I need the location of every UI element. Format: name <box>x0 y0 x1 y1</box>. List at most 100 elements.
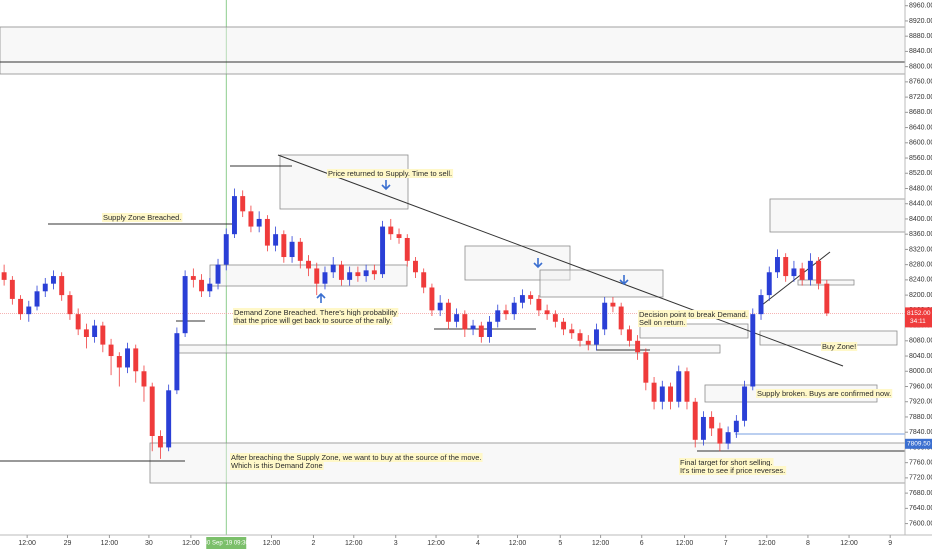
x-tick-label: 12:00 <box>182 540 200 547</box>
candle-body <box>18 298 24 315</box>
annotation: Final target for short selling. <box>680 458 773 467</box>
x-tick-label: 2 <box>312 540 316 547</box>
candle-body <box>544 310 550 315</box>
y-tick-label: 8680.00 <box>909 109 932 116</box>
y-tick-label: 8280.00 <box>909 261 932 268</box>
annotation-bg <box>638 317 687 327</box>
y-tick-label: 8520.00 <box>909 170 932 177</box>
candle-body <box>445 302 451 322</box>
candle-body <box>306 260 311 269</box>
annotation-bg <box>102 212 183 222</box>
candle-body <box>733 420 739 433</box>
arrow <box>533 258 543 269</box>
candle-body <box>141 371 147 387</box>
candle-body <box>125 348 130 368</box>
annotation: that the price will get back to source o… <box>234 316 391 325</box>
candle-body <box>643 352 649 383</box>
annotation: After breaching the Supply Zone, we want… <box>231 453 482 462</box>
candle-body <box>791 268 797 277</box>
candle-body <box>190 276 196 280</box>
annotation-bg <box>679 465 787 475</box>
y-tick-label: 8400.00 <box>909 216 932 223</box>
annotation: Supply Zone Breached. <box>103 213 181 222</box>
annotation: It's time to see if price reverses. <box>680 466 785 475</box>
candle-body <box>297 241 303 261</box>
candle-body <box>92 325 98 337</box>
candle-body <box>281 234 287 258</box>
y-tick-label: 8960.00 <box>909 3 932 10</box>
candle-body <box>807 260 813 280</box>
annotation-bg <box>756 388 893 398</box>
candle-body <box>421 272 427 288</box>
x-tick-label: 30 <box>145 540 153 547</box>
candle-body <box>495 310 501 322</box>
candle-body <box>487 321 492 337</box>
y-tick-label: 7840.00 <box>909 429 932 436</box>
y-tick-label: 8240.00 <box>909 277 932 284</box>
candle-body <box>26 306 32 315</box>
candle-body <box>429 287 435 311</box>
x-tick-label: 8 <box>806 540 810 547</box>
candle-body <box>651 382 657 402</box>
candle-body <box>108 344 114 357</box>
y-tick-label: 7760.00 <box>909 459 932 466</box>
candle-body <box>462 314 468 330</box>
candle-body <box>248 211 254 227</box>
x-tick-label: 12:00 <box>592 540 610 547</box>
candle-body <box>199 279 205 292</box>
candle-body <box>182 276 188 334</box>
candle-body <box>174 333 180 391</box>
x-tick-label: 12:00 <box>263 540 281 547</box>
y-tick-label: 8840.00 <box>909 48 932 55</box>
y-tick-label: 8600.00 <box>909 140 932 147</box>
candle-body <box>371 270 377 275</box>
marker-price-label: 7809.50 <box>907 441 931 448</box>
candle-body <box>700 416 706 440</box>
y-tick-label: 8800.00 <box>909 63 932 70</box>
y-tick-label: 8040.00 <box>909 353 932 360</box>
candle-body <box>133 348 139 372</box>
x-tick-label: 12:00 <box>345 540 363 547</box>
candle-body <box>83 329 89 337</box>
candle-body <box>149 386 155 436</box>
last-price-bg <box>905 307 932 328</box>
x-tick-label: 12:00 <box>840 540 858 547</box>
y-tick-label: 7680.00 <box>909 490 932 497</box>
candle-body <box>799 268 805 280</box>
candle-body <box>668 386 673 402</box>
candle-body <box>758 295 764 315</box>
y-tick-label: 8000.00 <box>909 368 932 375</box>
crosshair-label-bg <box>206 537 247 549</box>
y-tick-label: 7880.00 <box>909 414 932 421</box>
candle-body <box>116 356 122 368</box>
candle-body <box>396 234 402 238</box>
y-tick-label: 8560.00 <box>909 155 932 162</box>
candle-body <box>569 329 575 334</box>
x-tick-label: 12:00 <box>101 540 119 547</box>
candle-body <box>330 264 336 273</box>
trend-line <box>277 154 844 367</box>
candle-body <box>388 226 394 235</box>
candle-body <box>766 272 772 296</box>
x-tick-label: 7 <box>724 540 728 547</box>
x-tick-label: 4 <box>476 540 480 547</box>
y-tick-label: 8440.00 <box>909 201 932 208</box>
annotation: Price returned to Supply. Time to sell. <box>328 169 452 178</box>
candle-body <box>511 302 517 315</box>
candle-body <box>602 302 608 330</box>
candle-body <box>289 241 295 258</box>
y-tick-label: 8480.00 <box>909 185 932 192</box>
annotation-bg <box>230 452 483 462</box>
arrow <box>619 275 629 286</box>
candle-body <box>59 276 65 296</box>
marker-price-bg <box>905 438 932 449</box>
candle-body <box>322 272 328 284</box>
annotation-bg <box>233 307 399 317</box>
arrow <box>316 292 326 303</box>
x-tick-label: 6 <box>640 540 644 547</box>
zone <box>0 26 906 75</box>
x-tick-label: 12:00 <box>18 540 36 547</box>
candle-body <box>750 314 756 387</box>
